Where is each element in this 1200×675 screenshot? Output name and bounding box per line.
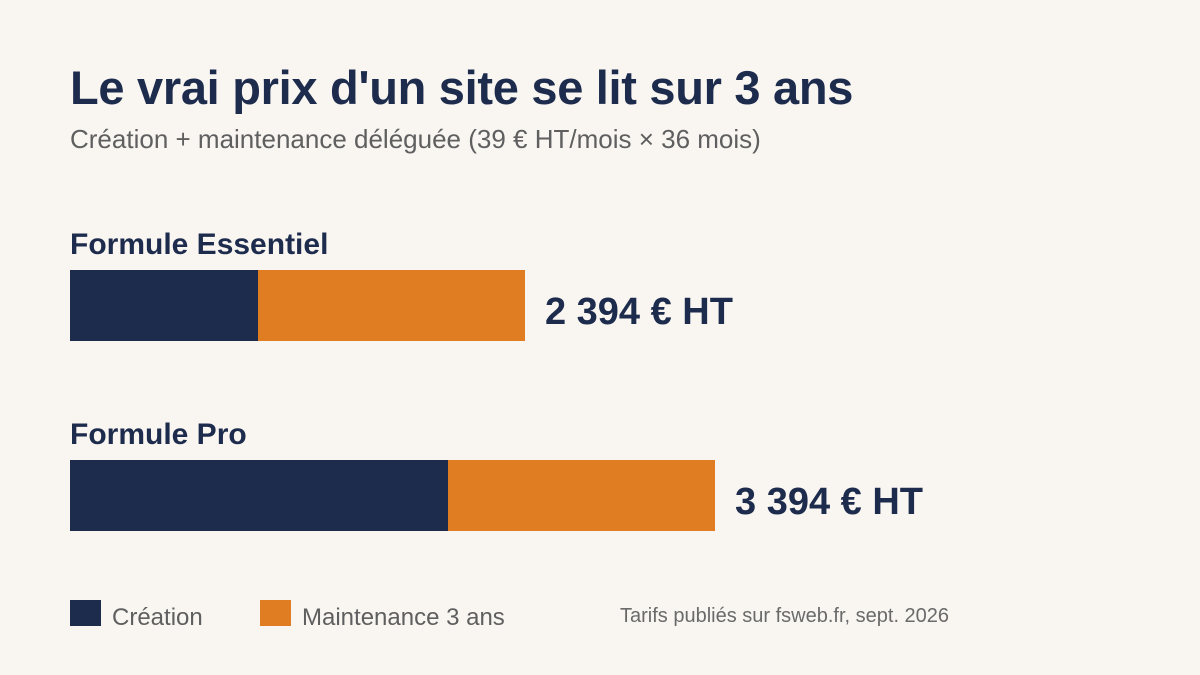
legend-label-creation: Création	[112, 604, 203, 631]
bar-creation-essentiel	[70, 270, 259, 341]
category-label-pro: Formule Pro	[70, 418, 247, 451]
legend-label-maintenance: Maintenance 3 ans	[302, 604, 505, 631]
bar-creation-pro	[70, 460, 449, 531]
total-label-pro: 3 394 € HT	[735, 481, 923, 523]
source-note: Tarifs publiés sur fsweb.fr, sept. 2026	[620, 605, 950, 627]
legend-swatch-maintenance	[260, 600, 291, 626]
category-label-essentiel: Formule Essentiel	[70, 228, 329, 261]
chart-subtitle: Création + maintenance déléguée (39 € HT…	[70, 124, 761, 154]
legend-swatch-creation	[70, 600, 101, 626]
chart-title: Le vrai prix d'un site se lit sur 3 ans	[70, 61, 854, 114]
bar-maintenance-essentiel	[258, 270, 525, 341]
bar-maintenance-pro	[448, 460, 715, 531]
total-label-essentiel: 2 394 € HT	[544, 291, 733, 333]
